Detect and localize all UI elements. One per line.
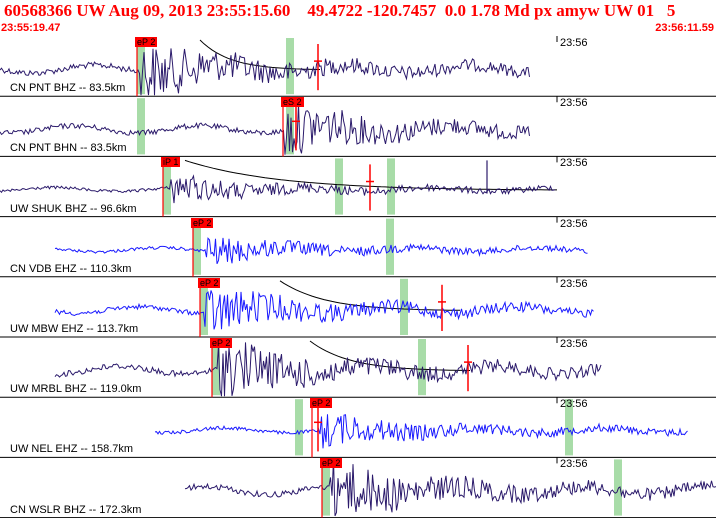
- station-label: CN PNT BHN -- 83.5km: [10, 142, 127, 155]
- minute-mark-label: 23:56: [560, 217, 588, 230]
- analysis-window-marker: [193, 218, 201, 275]
- start-time-label: 23:55:19.47: [1, 22, 61, 34]
- seismogram-panel[interactable]: eP 2 23:56 CN PNT BHZ -- 83.5km eS 2 23:56 CN…: [0, 36, 716, 519]
- analysis-window-marker: [212, 339, 220, 396]
- station-label: CN VDB EHZ -- 110.3km: [10, 262, 132, 275]
- analysis-window-marker: [614, 459, 622, 516]
- seismogram-canvas[interactable]: [0, 36, 716, 519]
- waveform-trace: [154, 414, 688, 449]
- analysis-window-marker: [386, 218, 394, 275]
- station-label: CN WSLR BHZ -- 172.3km: [10, 503, 142, 516]
- minute-mark-label: 23:56: [560, 398, 588, 411]
- analysis-window-marker: [387, 158, 395, 215]
- event-header: 60568366 UW Aug 09, 2013 23:55:15.60 49.…: [0, 0, 716, 36]
- waveform-trace: [184, 458, 716, 517]
- analysis-window-marker: [137, 98, 145, 155]
- waveform-trace: [0, 103, 530, 155]
- phase-pick-label[interactable]: eS 2: [281, 97, 304, 108]
- station-label: CN PNT BHZ -- 83.5km: [10, 82, 126, 95]
- end-time-label: 23:56:11.59: [655, 22, 714, 34]
- phase-pick-label[interactable]: eP 2: [135, 37, 158, 47]
- waveform-trace: [54, 290, 594, 330]
- phase-pick-label[interactable]: eP 2: [210, 338, 233, 348]
- phase-pick-label[interactable]: eP 2: [320, 458, 343, 469]
- minute-mark-label: 23:56: [560, 458, 588, 471]
- analysis-window-marker: [286, 98, 294, 155]
- coda-decay-curve: [184, 159, 557, 191]
- analysis-window-marker: [200, 278, 208, 335]
- minute-mark-label: 23:56: [560, 157, 588, 170]
- analysis-window-marker: [565, 399, 573, 456]
- station-label: UW MBW EHZ -- 113.7km: [10, 323, 139, 335]
- analysis-window-marker: [295, 399, 303, 456]
- minute-mark-label: 23:56: [560, 277, 588, 290]
- analysis-window-marker: [137, 38, 145, 95]
- coda-decay-curve: [199, 39, 320, 70]
- coda-decay-curve: [279, 280, 460, 311]
- station-label: UW NEL EHZ -- 158.7km: [10, 443, 134, 456]
- station-label: UW MRBL BHZ -- 119.0km: [10, 383, 142, 396]
- analysis-window-marker: [335, 158, 343, 215]
- analysis-window-marker: [286, 38, 294, 95]
- station-label: UW SHUK BHZ -- 96.6km: [10, 202, 137, 215]
- phase-pick-label[interactable]: eP 2: [198, 277, 221, 288]
- analysis-window-marker: [400, 278, 408, 335]
- phase-pick-label[interactable]: iP 1: [161, 157, 181, 168]
- event-title: 60568366 UW Aug 09, 2013 23:55:15.60 49.…: [4, 1, 676, 20]
- phase-pick-label[interactable]: eP 2: [191, 217, 214, 228]
- minute-mark-label: 23:56: [560, 37, 588, 49]
- waveform-trace: [54, 237, 588, 265]
- waveform-trace: [0, 48, 530, 96]
- minute-mark-label: 23:56: [560, 338, 588, 350]
- phase-pick-label[interactable]: eP 2: [310, 398, 333, 409]
- waveform-trace: [0, 174, 556, 204]
- waveform-trace: [54, 342, 602, 397]
- minute-mark-label: 23:56: [560, 97, 588, 110]
